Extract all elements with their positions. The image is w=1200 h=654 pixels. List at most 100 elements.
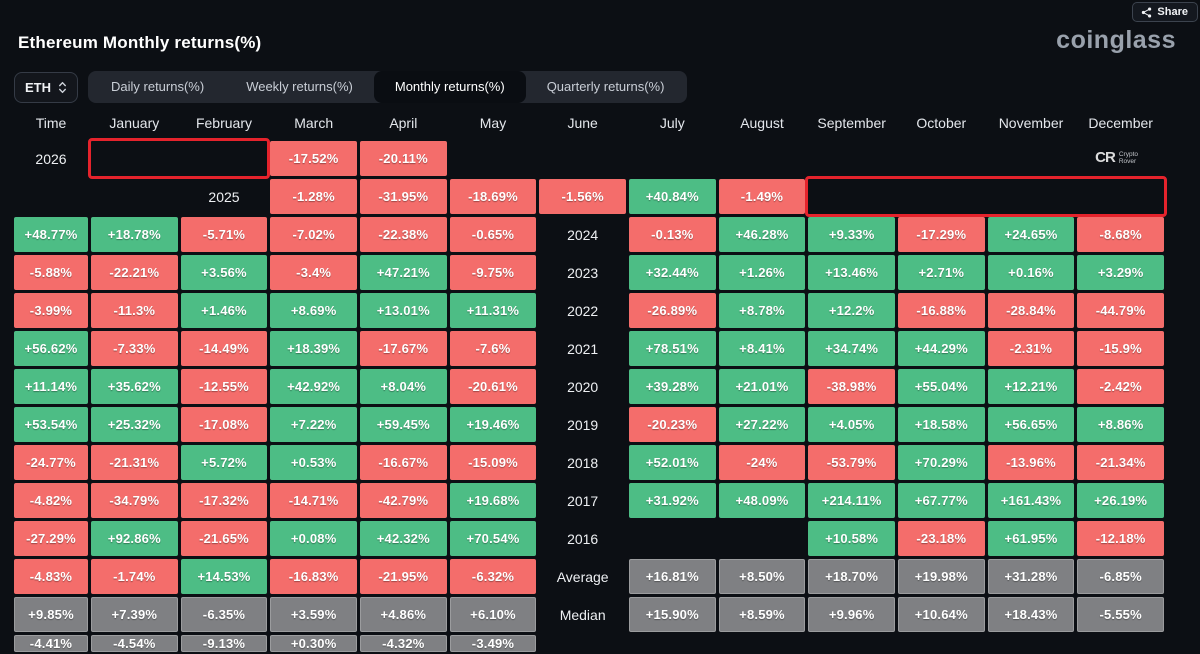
return-cell: -1.49% <box>718 179 806 214</box>
empty-cell <box>719 141 806 176</box>
share-label: Share <box>1157 6 1188 18</box>
share-button[interactable]: Share <box>1132 2 1198 22</box>
return-cell: -8.68% <box>1077 217 1164 252</box>
return-cell: +10.64% <box>897 597 985 632</box>
return-cell: -44.79% <box>1077 293 1164 328</box>
return-cell: +8.50% <box>718 559 806 594</box>
return-cell: -31.95% <box>359 179 447 214</box>
empty-cell <box>808 141 895 176</box>
return-cell: +67.77% <box>897 483 985 518</box>
symbol-label: ETH <box>25 79 51 95</box>
return-cell: +2.71% <box>897 255 985 290</box>
return-cell: -17.08% <box>180 407 268 442</box>
empty-cell <box>629 141 716 176</box>
return-cell: -1.28% <box>270 179 357 214</box>
return-cell: -5.88% <box>14 255 88 290</box>
return-cell: +214.11% <box>808 483 895 518</box>
return-cell: -17.29% <box>897 217 985 252</box>
month-header: June <box>567 115 598 131</box>
return-cell: +18.39% <box>270 331 357 366</box>
return-cell: -4.32% <box>359 635 447 652</box>
return-cell: +4.86% <box>359 597 447 632</box>
tab-quarterly-returns[interactable]: Quarterly returns(%) <box>546 79 665 94</box>
return-cell: -23.18% <box>897 521 985 556</box>
return-cell: -5.55% <box>1077 597 1164 632</box>
return-cell: +8.86% <box>1077 407 1164 442</box>
return-cell: -7.33% <box>91 331 178 366</box>
return-cell: -24% <box>718 445 806 480</box>
symbol-selector[interactable]: ETH <box>14 71 78 103</box>
year-label: 2022 <box>567 302 599 319</box>
return-cell: -6.32% <box>449 559 537 594</box>
return-cell: +7.22% <box>270 407 357 442</box>
month-header: January <box>109 115 160 131</box>
return-cell: -15.09% <box>449 445 537 480</box>
return-cell: +8.59% <box>718 597 806 632</box>
month-header: December <box>1088 115 1153 131</box>
return-cell: +48.09% <box>718 483 806 518</box>
return-cell: +40.84% <box>628 179 716 214</box>
return-cell: +8.78% <box>718 293 806 328</box>
empty-cell <box>450 141 537 176</box>
month-header: November <box>998 115 1064 131</box>
year-label: 2020 <box>567 378 599 395</box>
return-cell: -15.9% <box>1077 331 1164 366</box>
return-cell: +56.62% <box>14 331 88 366</box>
return-cell: +161.43% <box>987 483 1075 518</box>
return-cell: +3.59% <box>270 597 357 632</box>
return-cell: -21.31% <box>91 445 178 480</box>
return-cell: +9.96% <box>808 597 895 632</box>
return-cell: +59.45% <box>359 407 447 442</box>
return-cell: -26.89% <box>628 293 716 328</box>
return-cell: +21.01% <box>718 369 806 404</box>
return-cell: -9.75% <box>449 255 537 290</box>
return-cell: +31.28% <box>987 559 1075 594</box>
return-cell: -4.54% <box>91 635 178 652</box>
page-title: Ethereum Monthly returns(%) <box>18 33 262 52</box>
tab-weekly-returns[interactable]: Weekly returns(%) <box>246 79 353 94</box>
return-cell: +9.33% <box>808 217 895 252</box>
return-cell: -42.79% <box>359 483 447 518</box>
return-cell: +13.46% <box>808 255 895 290</box>
return-cell: +92.86% <box>91 521 178 556</box>
return-cell: -22.38% <box>359 217 447 252</box>
return-cell: +19.98% <box>897 559 985 594</box>
tab-monthly-returns[interactable]: Monthly returns(%) <box>373 71 526 103</box>
return-cell: +35.62% <box>91 369 178 404</box>
share-icon <box>1142 6 1152 18</box>
return-cell: -9.13% <box>180 635 268 652</box>
return-cell: +7.39% <box>91 597 178 632</box>
coinglass-logo: coinglass <box>1056 26 1176 54</box>
tab-daily-returns[interactable]: Daily returns(%) <box>111 79 205 94</box>
return-cell: +27.22% <box>718 407 806 442</box>
summary-row-label: Average <box>556 568 609 585</box>
return-cell: +18.58% <box>897 407 985 442</box>
return-cell: -7.6% <box>449 331 537 366</box>
return-cell: -0.13% <box>628 217 716 252</box>
return-cell: +34.74% <box>808 331 895 366</box>
return-cell: -12.18% <box>1077 521 1164 556</box>
year-label: 2026 <box>35 150 67 167</box>
return-cell: -5.71% <box>180 217 268 252</box>
return-cell: +44.29% <box>897 331 985 366</box>
return-cell: -27.29% <box>14 521 88 556</box>
return-cell: +47.21% <box>359 255 447 290</box>
return-cell: -20.11% <box>359 141 447 176</box>
return-cell: -21.95% <box>359 559 447 594</box>
return-cell: +8.41% <box>718 331 806 366</box>
return-cell: +6.10% <box>449 597 537 632</box>
return-cell: +26.19% <box>1077 483 1164 518</box>
month-header: May <box>479 115 507 131</box>
return-cell: +31.92% <box>628 483 716 518</box>
return-cell: -38.98% <box>808 369 895 404</box>
watermark-line1: Crypto <box>1118 150 1138 158</box>
return-cell: -16.67% <box>359 445 447 480</box>
year-label: 2018 <box>567 454 599 471</box>
chevron-updown-icon <box>59 81 66 93</box>
return-cell: +42.32% <box>359 521 447 556</box>
return-cell: -2.31% <box>987 331 1075 366</box>
month-header: September <box>817 115 886 131</box>
return-cell: +48.77% <box>14 217 88 252</box>
return-cell: -28.84% <box>987 293 1075 328</box>
